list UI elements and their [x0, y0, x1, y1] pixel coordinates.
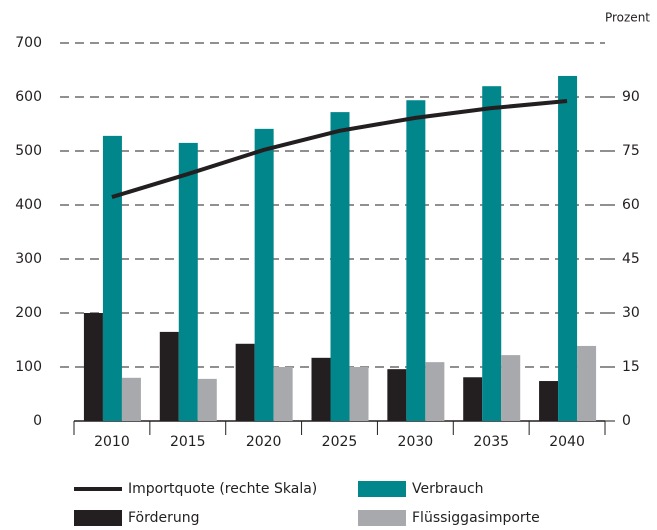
bar: [406, 100, 426, 422]
bar: [121, 377, 141, 421]
y-tick-label: 200: [15, 305, 42, 321]
bar: [425, 362, 445, 421]
bar: [311, 357, 331, 421]
bar: [539, 381, 559, 421]
y2-tick-label: 60: [622, 197, 640, 213]
y2-tick-label: 0: [622, 413, 631, 429]
y2-tick-label: 45: [622, 251, 640, 267]
bar: [482, 86, 502, 421]
y2-axis-label: Prozent: [605, 11, 650, 25]
bar: [349, 367, 369, 421]
legend-label: Förderung: [128, 510, 200, 526]
legend-label: Verbrauch: [412, 481, 484, 497]
y-tick-label: 700: [15, 35, 42, 51]
x-tick-label: 2010: [94, 434, 130, 450]
bar: [178, 142, 198, 421]
y-tick-label: 600: [15, 89, 42, 105]
x-tick-label: 2035: [473, 434, 509, 450]
y2-tick-label: 90: [622, 89, 640, 105]
x-tick-label: 2040: [549, 434, 585, 450]
bar: [330, 112, 350, 422]
y-tick-label: 500: [15, 143, 42, 159]
legend-swatch: [74, 510, 122, 526]
legend-label: Importquote (rechte Skala): [128, 481, 317, 497]
bar: [102, 135, 122, 421]
y2-tick-label: 15: [622, 359, 640, 375]
bar: [463, 377, 483, 421]
bar: [558, 75, 578, 421]
x-tick-label: 2025: [322, 434, 358, 450]
y-tick-label: 0: [33, 413, 42, 429]
bar: [387, 369, 407, 421]
bar: [235, 343, 255, 421]
bar: [577, 345, 597, 421]
legend-swatch: [358, 481, 406, 497]
x-tick-label: 2020: [246, 434, 282, 450]
bar: [83, 313, 103, 421]
bar: [501, 355, 521, 421]
legend-label: Flüssiggasimporte: [412, 510, 540, 526]
bar: [197, 378, 217, 421]
y2-tick-label: 30: [622, 305, 640, 321]
y2-tick-label: 75: [622, 143, 640, 159]
y-tick-label: 400: [15, 197, 42, 213]
bar: [159, 331, 179, 421]
bar: [273, 367, 293, 421]
x-tick-label: 2030: [398, 434, 434, 450]
y-tick-label: 300: [15, 251, 42, 267]
bar: [254, 128, 274, 422]
y-tick-label: 100: [15, 359, 42, 375]
x-tick-label: 2015: [170, 434, 206, 450]
line: [111, 98, 568, 199]
legend-swatch: [358, 510, 406, 526]
